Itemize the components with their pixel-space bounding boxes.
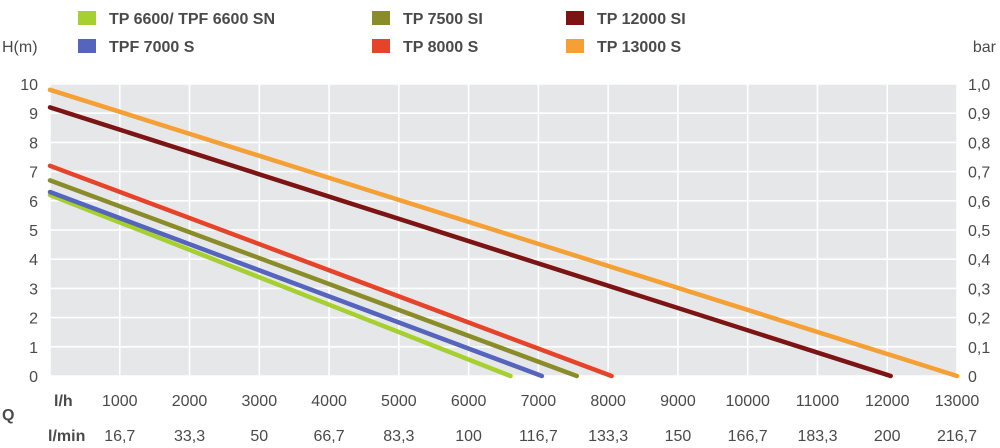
x-lh-ticks: 1000 2000 3000 4000 5000 6000 7000 8000 9000 1000… <box>102 393 979 410</box>
legend-swatch-2 <box>372 11 390 25</box>
x-lh-tick-label: 9000 <box>660 393 696 410</box>
legend-swatch-3 <box>372 39 390 53</box>
x-lh-tick-label: 8000 <box>590 393 626 410</box>
y-left-tick-label: 6 <box>29 194 38 211</box>
x-lh-tick-label: 7000 <box>521 393 557 410</box>
y-right-tick-label: 0,1 <box>968 340 990 357</box>
y-left-tick-label: 1 <box>29 340 38 357</box>
x-lh-label: l/h <box>54 393 73 410</box>
legend-label-1: TPF 7000 S <box>109 39 195 56</box>
x-lh-tick-label: 4000 <box>311 393 347 410</box>
x-lmin-tick-label: 100 <box>455 428 482 445</box>
y-right-tick-label: 0,3 <box>968 281 990 298</box>
x-lh-tick-label: 1000 <box>102 393 138 410</box>
series-lines <box>47 87 960 379</box>
y-left-tick-label: 2 <box>29 311 38 328</box>
legend-label-0: TP 6600/ TPF 6600 SN <box>109 11 275 28</box>
series-line-1 <box>47 189 545 379</box>
x-lmin-tick-label: 116,7 <box>519 428 558 445</box>
x-lh-tick-label: 3000 <box>242 393 278 410</box>
y-left-tick-label: 10 <box>20 77 38 94</box>
series-line-2 <box>47 178 580 379</box>
x-lmin-tick-label: 166,7 <box>728 428 768 445</box>
legend-swatch-5 <box>566 39 584 53</box>
legend-label-5: TP 13000 S <box>597 39 682 56</box>
y-left-axis-label: H(m) <box>2 39 38 56</box>
x-lh-tick-label: 13000 <box>935 393 980 410</box>
legend: TP 6600/ TPF 6600 SN TP 7500 SI TP 12000 S… <box>78 11 686 56</box>
x-lmin-ticks: 16,7 33,3 50 66,7 83,3 100 116,7 133,3 150 166,7 1… <box>104 428 977 445</box>
x-lh-tick-label: 6000 <box>451 393 487 410</box>
x-lmin-tick-label: 83,3 <box>383 428 414 445</box>
y-right-tick-label: 0,6 <box>968 194 990 211</box>
x-lh-tick-label: 5000 <box>381 393 417 410</box>
legend-label-4: TP 12000 SI <box>597 11 686 28</box>
legend-label-3: TP 8000 S <box>403 39 479 56</box>
y-left-tick-label: 4 <box>29 252 38 269</box>
legend-swatch-0 <box>78 11 96 25</box>
series-line-0 <box>47 192 513 379</box>
series-line-3 <box>47 163 614 379</box>
series-line-5 <box>47 87 960 379</box>
x-lh-tick-label: 12000 <box>865 393 910 410</box>
x-lmin-tick-label: 16,7 <box>104 428 135 445</box>
grid-lines <box>49 83 958 377</box>
x-lmin-tick-label: 150 <box>665 428 692 445</box>
x-lmin-tick-label: 200 <box>874 428 901 445</box>
legend-swatch-1 <box>78 39 96 53</box>
y-left-tick-label: 8 <box>29 135 38 152</box>
y-right-tick-label: 0,8 <box>968 135 990 152</box>
y-right-ticks: 0 0,1 0,2 0,3 0,4 0,5 0,6 0,7 0,8 0,9 1,0 <box>968 77 990 386</box>
series-line-4 <box>47 105 893 379</box>
x-lmin-label: l/min <box>48 428 85 445</box>
x-lh-tick-label: 11000 <box>796 393 839 410</box>
y-right-tick-label: 0,4 <box>968 252 990 269</box>
x-lmin-tick-label: 66,7 <box>314 428 345 445</box>
legend-label-2: TP 7500 SI <box>403 11 483 28</box>
x-lh-tick-label: 2000 <box>172 393 208 410</box>
y-right-axis-label: bar <box>973 39 997 56</box>
y-left-ticks: 0 1 2 3 4 5 6 7 8 9 10 <box>20 77 38 386</box>
x-lmin-tick-label: 133,3 <box>588 428 628 445</box>
y-right-tick-label: 0,2 <box>968 311 990 328</box>
y-right-tick-label: 0,9 <box>968 106 990 123</box>
legend-swatch-4 <box>566 11 584 25</box>
y-left-tick-label: 0 <box>29 369 38 386</box>
x-lmin-tick-label: 33,3 <box>174 428 205 445</box>
y-left-tick-label: 5 <box>29 223 38 240</box>
y-right-tick-label: 0,7 <box>968 165 990 182</box>
x-lh-tick-label: 10000 <box>725 393 770 410</box>
x-lmin-tick-label: 216,7 <box>937 428 977 445</box>
y-right-tick-label: 1,0 <box>968 77 990 94</box>
y-left-tick-label: 7 <box>29 165 38 182</box>
y-right-tick-label: 0,5 <box>968 223 990 240</box>
y-left-tick-label: 3 <box>29 281 38 298</box>
y-left-tick-label: 9 <box>29 106 38 123</box>
x-lmin-tick-label: 183,3 <box>797 428 837 445</box>
y-right-tick-label: 0 <box>968 369 977 386</box>
x-q-label: Q <box>2 407 14 424</box>
x-lmin-tick-label: 50 <box>250 428 268 445</box>
